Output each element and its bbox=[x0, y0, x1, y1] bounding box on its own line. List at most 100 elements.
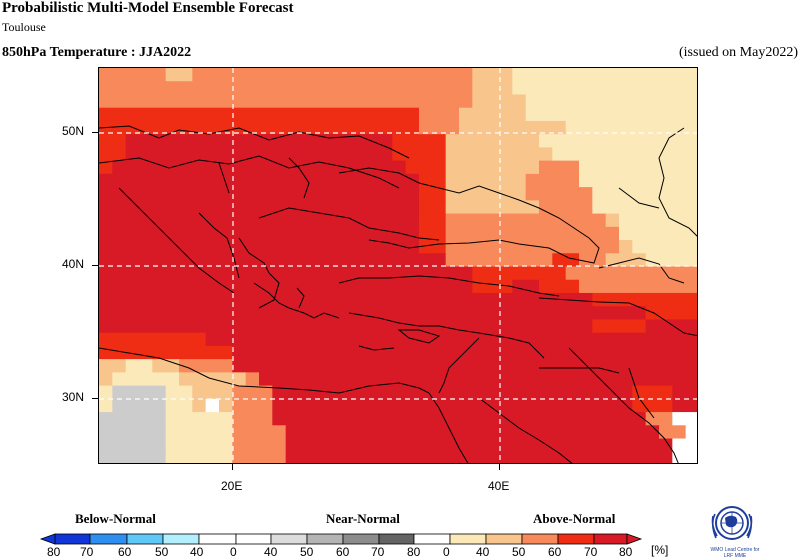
legend-category-below: Below-Normal bbox=[75, 511, 156, 526]
coastline bbox=[258, 207, 440, 241]
coastline bbox=[218, 162, 230, 194]
legend-unit: [%] bbox=[651, 543, 669, 557]
legend-label: 40 bbox=[476, 545, 490, 559]
probability-cell bbox=[352, 68, 473, 82]
probability-cell bbox=[272, 398, 633, 413]
lat-label-30n: 30N bbox=[62, 390, 85, 404]
probability-cell bbox=[112, 160, 407, 175]
probability-cell bbox=[685, 425, 697, 440]
logo-caption: WMO Lead Centre for LRF MME bbox=[700, 547, 770, 559]
probability-cell bbox=[192, 385, 233, 400]
probability-cell bbox=[192, 398, 207, 413]
probability-cell bbox=[552, 147, 697, 162]
probability-cell bbox=[285, 438, 673, 453]
probability-cell bbox=[645, 253, 697, 268]
legend-swatch bbox=[235, 533, 272, 545]
legend-swatch bbox=[54, 533, 91, 545]
probability-cell bbox=[232, 451, 287, 463]
probability-cell bbox=[632, 385, 673, 400]
probability-cell bbox=[565, 81, 697, 96]
probability-cell bbox=[445, 226, 540, 241]
probability-cell bbox=[539, 200, 593, 215]
probability-cell bbox=[592, 306, 647, 321]
probability-cell bbox=[445, 240, 553, 254]
probability-cell bbox=[99, 385, 113, 400]
probability-cell bbox=[525, 213, 607, 228]
lon-tick bbox=[499, 464, 500, 470]
probability-cell bbox=[499, 292, 540, 307]
legend-label: 70 bbox=[80, 545, 94, 559]
map-canvas bbox=[99, 68, 697, 463]
probability-cell bbox=[445, 173, 527, 188]
probability-cell bbox=[165, 385, 193, 400]
probability-cell bbox=[672, 385, 697, 400]
lon-label-20e: 20E bbox=[221, 479, 243, 493]
logo-caption-line1: WMO Lead Centre for bbox=[710, 547, 760, 553]
probability-cell bbox=[272, 385, 633, 400]
chart-subtitle: Toulouse bbox=[2, 20, 46, 34]
logo-caption-line2: LRF MME bbox=[723, 553, 747, 559]
probability-cell bbox=[685, 412, 697, 426]
probability-cell bbox=[99, 398, 113, 413]
probability-cell bbox=[445, 187, 527, 201]
legend-label: 50 bbox=[155, 545, 169, 559]
probability-cell bbox=[112, 372, 180, 387]
legend-label: 0 bbox=[230, 545, 237, 559]
probability-cell bbox=[579, 173, 697, 188]
chart-title: Probabilistic Multi-Model Ensemble Forec… bbox=[2, 0, 294, 16]
lat-tick bbox=[92, 265, 98, 266]
probability-cell bbox=[512, 68, 540, 82]
probability-cell bbox=[99, 187, 420, 201]
probability-cell bbox=[539, 345, 647, 360]
probability-cell bbox=[539, 160, 580, 175]
probability-cell bbox=[512, 81, 567, 96]
wmo-logo-icon bbox=[711, 506, 753, 540]
probability-cell bbox=[165, 398, 193, 413]
legend-label: 60 bbox=[548, 545, 562, 559]
probability-cell bbox=[619, 213, 697, 228]
probability-cell bbox=[419, 173, 447, 188]
coastline bbox=[438, 337, 480, 394]
probability-cell bbox=[472, 266, 527, 281]
legend-category-above: Above-Normal bbox=[533, 511, 616, 526]
coastline bbox=[628, 367, 655, 419]
probability-cell bbox=[179, 81, 353, 96]
probability-cell bbox=[99, 226, 420, 241]
probability-cell bbox=[592, 292, 647, 307]
legend-swatch bbox=[485, 533, 523, 545]
probability-cell bbox=[99, 306, 513, 321]
coastline bbox=[238, 237, 280, 309]
legend-swatch bbox=[593, 533, 628, 545]
probability-cell bbox=[472, 94, 527, 109]
legend-colorbar bbox=[39, 533, 643, 545]
legend-swatch bbox=[521, 533, 559, 545]
probability-cell bbox=[232, 438, 287, 453]
probability-cell bbox=[419, 240, 447, 254]
coastline bbox=[658, 127, 697, 237]
probability-cell bbox=[552, 240, 620, 254]
coastline bbox=[618, 187, 660, 209]
legend-label: 80 bbox=[47, 545, 61, 559]
probability-cell bbox=[99, 173, 420, 188]
lon-label-40e: 40E bbox=[488, 479, 510, 493]
legend-swatch bbox=[449, 533, 487, 545]
legend-label: 0 bbox=[443, 545, 450, 559]
coastline bbox=[338, 275, 560, 297]
probability-cell bbox=[459, 120, 540, 135]
legend-arrow-left bbox=[39, 533, 56, 545]
probability-cell bbox=[219, 398, 233, 413]
probability-cell bbox=[232, 359, 697, 373]
probability-cell bbox=[539, 332, 647, 347]
legend-label: 40 bbox=[190, 545, 204, 559]
probability-cell bbox=[672, 451, 697, 463]
probability-cell bbox=[419, 213, 447, 228]
legend-swatch bbox=[270, 533, 308, 545]
probability-cell bbox=[99, 147, 127, 162]
probability-cell bbox=[472, 68, 513, 82]
probability-cell bbox=[352, 81, 473, 96]
field-title: 850hPa Temperature : JJA2022 bbox=[2, 45, 192, 60]
legend-arrow-right bbox=[626, 533, 643, 545]
probability-cell bbox=[99, 425, 167, 440]
probability-cell bbox=[419, 107, 460, 122]
probability-cell bbox=[619, 226, 697, 241]
